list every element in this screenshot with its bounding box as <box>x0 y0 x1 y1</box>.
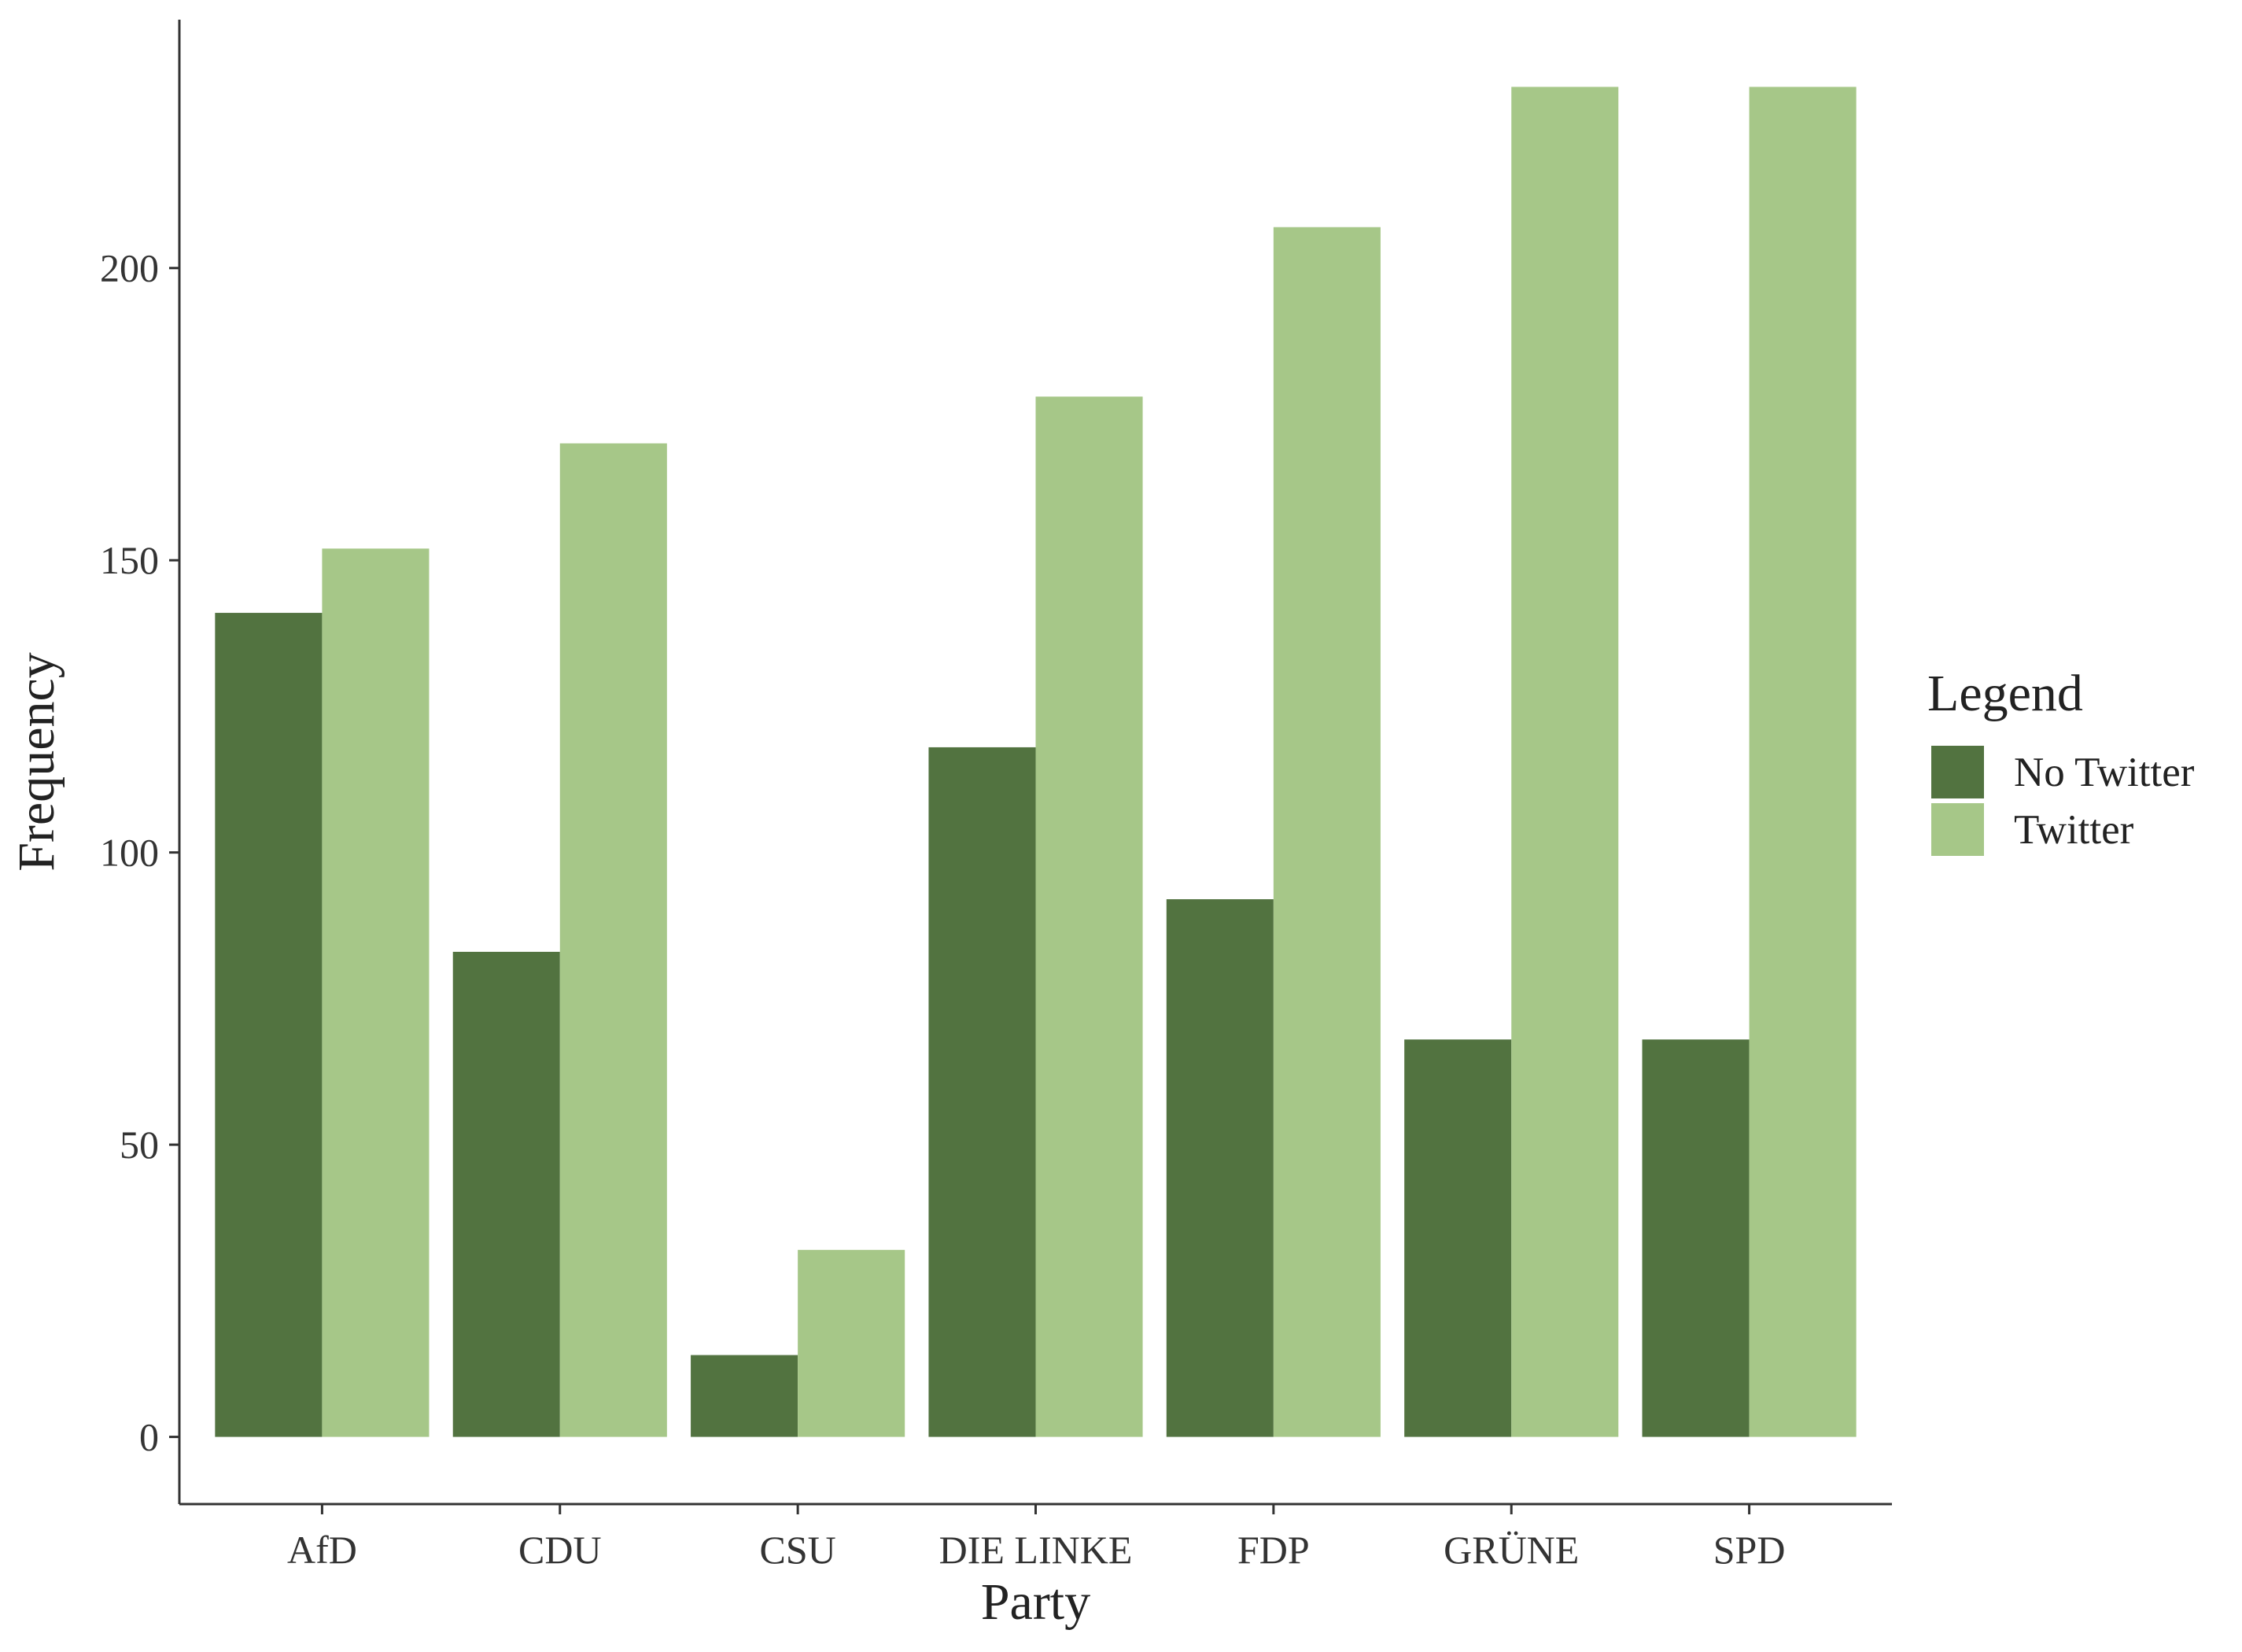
legend-label: No Twitter <box>2014 750 2195 795</box>
x-tick-label: DIE LINKE <box>939 1528 1133 1572</box>
x-tick-label: GRÜNE <box>1444 1528 1579 1572</box>
bar-cdu-no-twitter <box>452 951 560 1437</box>
y-tick-label: 200 <box>100 246 159 290</box>
bar-gr-ne-twitter <box>1511 87 1619 1437</box>
bar-gr-ne-no-twitter <box>1404 1039 1512 1437</box>
x-ticks-group: AfD CDU CSU DIE LINKE FDP GRÜNE SPD <box>287 1504 1785 1572</box>
bar-fdp-twitter <box>1273 227 1381 1437</box>
legend-key-twitter <box>1931 803 1984 856</box>
bar-afd-no-twitter <box>215 613 323 1437</box>
bar-cdu-twitter <box>559 443 667 1437</box>
y-axis-title: Frequency <box>8 652 65 872</box>
bar-die-linke-no-twitter <box>928 747 1036 1437</box>
bar-die-linke-twitter <box>1035 396 1143 1437</box>
bar-spd-twitter <box>1749 87 1857 1437</box>
x-axis-title: Party <box>981 1573 1090 1631</box>
bar-afd-twitter <box>322 548 430 1437</box>
bar-csu-no-twitter <box>691 1355 798 1437</box>
y-tick-label: 0 <box>139 1415 159 1459</box>
bars-group <box>215 87 1857 1437</box>
legend-label: Twitter <box>2014 807 2134 853</box>
bar-fdp-no-twitter <box>1166 899 1274 1437</box>
x-tick-label: SPD <box>1713 1528 1786 1572</box>
legend: Legend No Twitter Twitter <box>1927 665 2195 856</box>
x-tick-label: AfD <box>287 1528 357 1572</box>
y-tick-label: 150 <box>100 538 159 582</box>
bar-spd-no-twitter <box>1642 1039 1750 1437</box>
x-tick-label: CSU <box>760 1528 836 1572</box>
y-tick-label: 50 <box>120 1123 159 1167</box>
legend-title: Legend <box>1927 665 2083 722</box>
y-tick-label: 100 <box>100 831 159 875</box>
x-tick-label: CDU <box>518 1528 602 1572</box>
y-ticks-group: 0 50 100 150 200 <box>100 246 179 1459</box>
x-tick-label: FDP <box>1237 1528 1310 1572</box>
bar-csu-twitter <box>798 1249 905 1437</box>
legend-key-no-twitter <box>1931 746 1984 798</box>
